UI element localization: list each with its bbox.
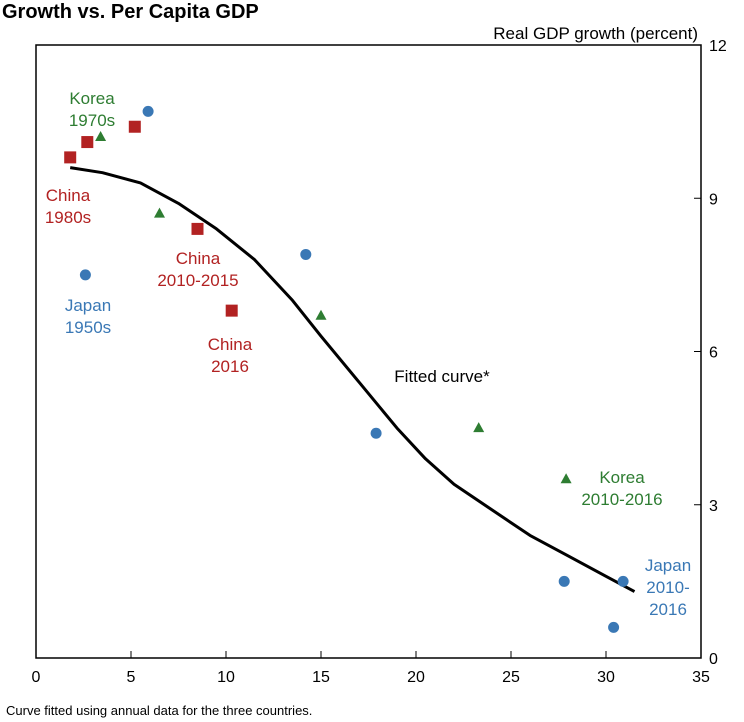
china-point [64,151,77,164]
chart-title: Growth vs. Per Capita GDP [2,1,259,23]
fitted-curve-line [69,166,636,593]
annotation-line: 1980s [45,208,91,227]
y-tick-label: 9 [709,191,718,208]
annotation-japan-1950s: Japan 1950s [65,296,111,337]
annotation-fitted-curve: Fitted curve* [394,367,490,386]
annotation-line: China [176,249,221,268]
china-point [128,120,141,133]
x-tick-label: 10 [217,669,235,686]
annotation-line: 2016 [211,357,249,376]
japan-point [370,427,382,439]
annotations-layer: Korea 1970s China 1980s China 2010-2015 Japan 1… [45,89,691,619]
annotation-line: 1950s [65,318,111,337]
annotation-line: 1970s [69,111,115,130]
korea-point [560,473,572,484]
annotation-line: Japan [645,556,691,575]
annotation-china-1980s: China 1980s [45,186,91,227]
japan-point [608,621,620,633]
x-axis: 0 5 10 15 20 25 30 35 [32,651,710,686]
annotation-japan-2010-2016: Japan 2010- 2016 [645,556,691,619]
japan-point [617,575,629,587]
y-tick-label: 0 [709,651,718,668]
x-tick-label: 20 [407,669,425,686]
annotation-line: 2010-2015 [157,271,238,290]
y-axis-label: Real GDP growth (percent) [493,24,698,43]
annotation-line: Japan [65,296,111,315]
y-tick-label: 12 [709,38,727,55]
x-tick-label: 25 [502,669,520,686]
annotation-line: China [46,186,91,205]
y-tick-label: 3 [709,498,718,515]
x-tick-label: 15 [312,669,330,686]
korea-point [154,207,165,218]
plot-frame [35,44,702,659]
china-point [191,222,204,235]
x-tick-label: 0 [32,669,41,686]
y-axis: 0 3 6 9 12 [694,38,727,668]
annotation-line: Korea [69,89,115,108]
annotation-line: China [208,335,253,354]
china-point [225,304,238,317]
annotation-line: 2010- [646,578,689,597]
japan-point [300,248,312,260]
footnote: Curve fitted using annual data for the t… [6,703,312,718]
annotation-china-2010-2015: China 2010-2015 [157,249,238,290]
x-tick-label: 5 [127,669,136,686]
japan-point [558,575,570,587]
japan-point [142,105,154,117]
korea-point [473,422,485,433]
x-tick-label: 30 [597,669,615,686]
annotation-line: 2016 [649,600,687,619]
annotation-line: 2010-2016 [581,490,662,509]
points-layer [64,105,629,633]
annotation-korea-1970s: Korea 1970s [69,89,115,130]
japan-point [79,269,91,281]
korea-point [315,309,327,320]
y-tick-label: 6 [709,345,718,362]
annotation-china-2016: China 2016 [208,335,253,376]
annotation-line: Fitted curve* [394,367,490,386]
x-tick-label: 35 [692,669,710,686]
fitted-curve-layer [69,166,636,593]
korea-point [95,130,107,141]
china-point [81,136,94,149]
annotation-korea-2010-2016: Korea 2010-2016 [581,468,662,509]
annotation-line: Korea [599,468,645,487]
